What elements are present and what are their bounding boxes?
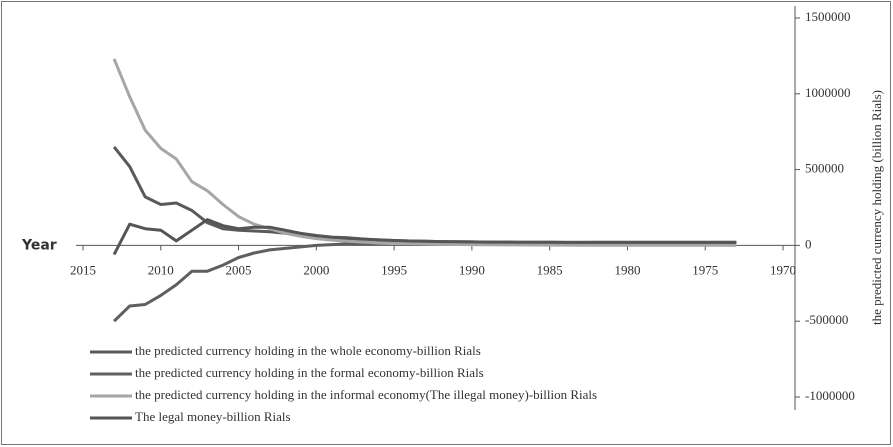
y-tick-label: 0 xyxy=(805,236,812,251)
x-axis-label: Year xyxy=(21,237,57,253)
x-tick-label: 2005 xyxy=(226,262,252,277)
x-tick-label: 1970 xyxy=(770,262,796,277)
x-tick-label: 2000 xyxy=(303,262,329,277)
series-line xyxy=(113,240,737,323)
y-tick-label: 500000 xyxy=(805,161,844,176)
y-tick-label: -1000000 xyxy=(805,388,855,403)
y-axis-label: the predicted currency holding (billion … xyxy=(869,90,884,325)
y-tick-label: 1000000 xyxy=(805,85,851,100)
y-tick-label: 1500000 xyxy=(805,9,851,24)
legend-label: The legal money-billion Rials xyxy=(135,409,291,424)
series-line xyxy=(112,58,737,247)
x-tick-label: 1975 xyxy=(692,262,718,277)
x-tick-label: 2015 xyxy=(70,262,96,277)
x-tick-label: 1995 xyxy=(381,262,407,277)
x-tick-label: 1990 xyxy=(459,262,485,277)
x-tick-label: 1980 xyxy=(614,262,640,277)
legend-label: the predicted currency holding in the wh… xyxy=(135,343,481,358)
series-line xyxy=(112,145,737,244)
series-line xyxy=(112,218,737,256)
legend-label: the predicted currency holding in the fo… xyxy=(135,365,484,380)
legend-label: the predicted currency holding in the in… xyxy=(135,387,597,402)
y-tick-label: -500000 xyxy=(805,312,848,327)
x-tick-label: 2010 xyxy=(148,262,174,277)
x-tick-label: 1985 xyxy=(537,262,563,277)
